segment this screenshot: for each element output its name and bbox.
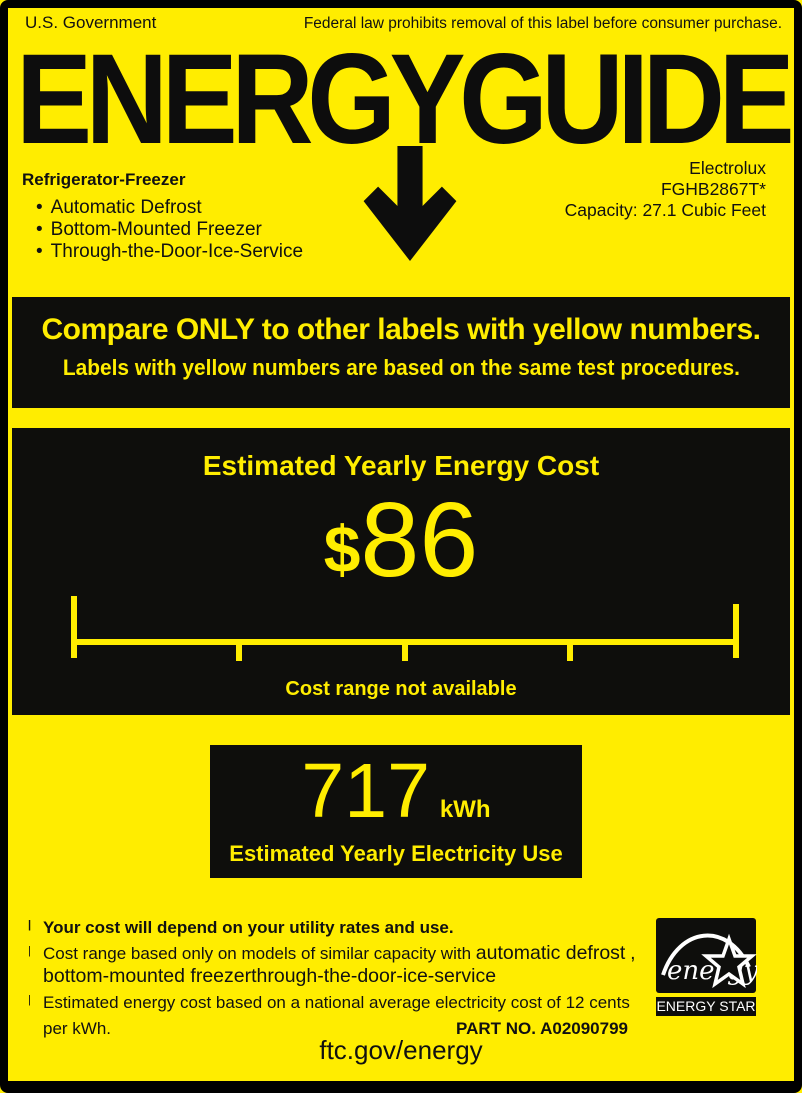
electricity-use-box: 717 kWh Estimated Yearly Electricity Use bbox=[210, 745, 582, 878]
compare-banner: Compare ONLY to other labels with yellow… bbox=[12, 297, 790, 408]
footnote-1-text: Your cost will depend on your utility ra… bbox=[43, 918, 454, 937]
ftc-website-text: ftc.gov/energy bbox=[319, 1035, 483, 1065]
footnote-2-text: Cost range based only on models of simil… bbox=[43, 942, 636, 988]
energy-cost-box: Estimated Yearly Energy Cost $ 86 Cost r… bbox=[12, 428, 790, 715]
bullet-icon: • bbox=[36, 219, 43, 240]
footnote-2-feature-2: bottom-mounted freezer bbox=[43, 965, 252, 987]
cost-value: 86 bbox=[360, 481, 479, 599]
compare-subline: Labels with yellow numbers are based on … bbox=[62, 355, 740, 380]
footnote-2-feature-3: through-the-door-ice-service bbox=[251, 965, 497, 987]
footnote-bullet-icon: | bbox=[28, 945, 31, 957]
footnote-2-prefix: Cost range based only on models of simil… bbox=[43, 944, 472, 963]
footnote-bullet-icon: | bbox=[28, 994, 31, 1006]
footnote-bullet-icon: | bbox=[28, 919, 32, 931]
energyguide-logo: ENERGYGUIDE bbox=[16, 28, 795, 171]
model-info: Electrolux FGHB2867T* Capacity: 27.1 Cub… bbox=[565, 158, 766, 221]
footnote-2-comma: , bbox=[630, 942, 636, 964]
footnote-3-line-1: Estimated energy cost based on a nationa… bbox=[43, 993, 630, 1012]
product-features: Refrigerator-Freezer • Automatic Defrost… bbox=[22, 170, 303, 263]
footnote-3-line-2: per kWh. bbox=[43, 1019, 112, 1038]
kwh-unit: kWh bbox=[439, 796, 491, 823]
currency-symbol: $ bbox=[323, 512, 361, 586]
electricity-use-value-row: 717 kWh bbox=[210, 747, 582, 839]
cost-box-title: Estimated Yearly Energy Cost bbox=[202, 450, 600, 481]
feature-label: Automatic Defrost bbox=[50, 197, 202, 218]
footnote-3: | Estimated energy cost based on a natio… bbox=[28, 991, 646, 1014]
down-arrow-icon bbox=[363, 146, 457, 262]
cost-range-scale bbox=[71, 596, 739, 661]
part-number: PART NO. A02090799 bbox=[456, 1019, 628, 1038]
electricity-use-caption: Estimated Yearly Electricity Use bbox=[229, 841, 563, 866]
kwh-value: 717 bbox=[301, 748, 430, 834]
model-number: FGHB2867T* bbox=[660, 179, 766, 199]
feature-item: • Through-the-Door-Ice-Service bbox=[36, 241, 303, 263]
feature-item: • Automatic Defrost bbox=[36, 197, 303, 219]
compare-headline: Compare ONLY to other labels with yellow… bbox=[41, 313, 762, 346]
footnote-2: | Cost range based only on models of sim… bbox=[28, 942, 646, 988]
cost-range-note: Cost range not available bbox=[285, 678, 517, 700]
energy-star-logo: energy ENERGY STAR bbox=[656, 918, 757, 1016]
capacity-text: Capacity: 27.1 Cubic Feet bbox=[564, 200, 766, 220]
feature-label: Bottom-Mounted Freezer bbox=[50, 219, 262, 240]
product-category: Refrigerator-Freezer bbox=[22, 170, 186, 189]
brand-name: Electrolux bbox=[689, 158, 766, 178]
footnotes: | Your cost will depend on your utility … bbox=[28, 916, 646, 1040]
feature-label: Through-the-Door-Ice-Service bbox=[50, 241, 304, 262]
feature-item: • Bottom-Mounted Freezer bbox=[36, 219, 303, 241]
footnote-1: | Your cost will depend on your utility … bbox=[28, 916, 646, 939]
us-government-text: U.S. Government bbox=[25, 13, 157, 32]
footnote-2-feature-1: automatic defrost bbox=[475, 942, 626, 964]
federal-notice-text: Federal law prohibits removal of this la… bbox=[303, 15, 782, 32]
bullet-icon: • bbox=[36, 197, 43, 218]
yearly-cost-amount: $ 86 bbox=[12, 482, 790, 610]
bullet-icon: • bbox=[36, 241, 43, 262]
energy-star-caption: ENERGY STAR bbox=[656, 998, 755, 1014]
